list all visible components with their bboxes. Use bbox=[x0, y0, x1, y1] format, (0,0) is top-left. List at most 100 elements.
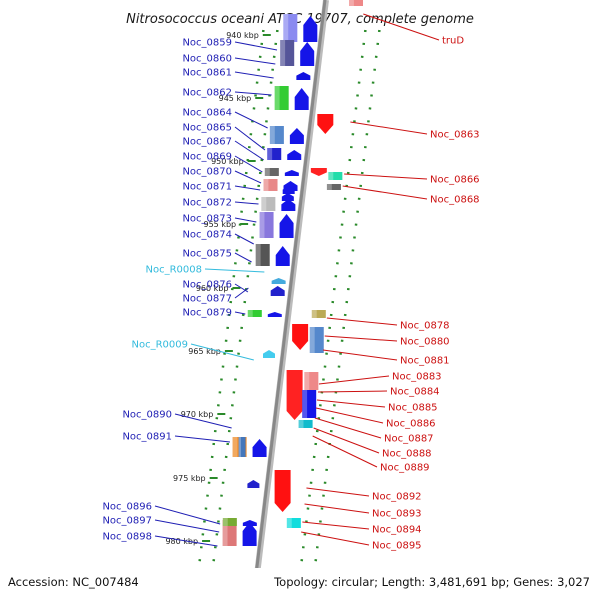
forward-gene-block-shade bbox=[280, 40, 286, 66]
forward-gene-arrow bbox=[281, 193, 294, 201]
kbp-tick-label: 940 kbp bbox=[226, 31, 259, 40]
forward-gene-block bbox=[255, 244, 270, 266]
gene-label: Noc_0890 bbox=[122, 410, 172, 421]
ruler-dotted-line bbox=[193, 29, 265, 600]
gene-leader-line bbox=[234, 140, 265, 161]
gene-label: Noc_0884 bbox=[390, 387, 440, 398]
gene-label: Noc_0866 bbox=[430, 175, 480, 186]
gene-label: Noc_0886 bbox=[386, 419, 436, 430]
forward-gene-block bbox=[264, 168, 279, 176]
kbp-tick-label: 970 kbp bbox=[181, 410, 214, 419]
forward-gene-block-shade bbox=[267, 148, 273, 160]
forward-gene-arrow bbox=[252, 439, 267, 457]
gene-leader-line bbox=[174, 413, 232, 429]
forward-gene-arrow bbox=[242, 522, 257, 546]
forward-gene-block-shade bbox=[269, 126, 275, 144]
forward-gene-arrow bbox=[270, 286, 285, 296]
forward-gene-arrow bbox=[300, 42, 315, 66]
accession-text: Accession: NC_007484 bbox=[8, 575, 139, 589]
reverse-gene-block-shade bbox=[302, 390, 308, 418]
reverse-gene-block bbox=[328, 172, 343, 180]
gene-label: truD bbox=[442, 36, 464, 47]
gene-label: Noc_0893 bbox=[372, 509, 422, 520]
forward-gene-block-shade bbox=[283, 14, 289, 42]
forward-gene-block bbox=[267, 148, 282, 160]
gene-label: Noc_0870 bbox=[182, 167, 232, 178]
gene-label: Noc_0868 bbox=[430, 195, 480, 206]
gene-leader-line bbox=[234, 126, 266, 151]
gene-leader-line bbox=[314, 417, 382, 439]
gene-leader-line bbox=[234, 57, 276, 65]
ruler-dotted-line bbox=[309, 29, 381, 600]
reverse-gene-block bbox=[304, 372, 319, 390]
gene-label: Noc_0869 bbox=[182, 152, 232, 163]
gene-label: Noc_0888 bbox=[382, 449, 432, 460]
gene-leader-line bbox=[234, 155, 263, 173]
reverse-gene-arrow bbox=[310, 168, 327, 176]
gene-label: Noc_0897 bbox=[102, 516, 152, 527]
gene-leader-line bbox=[154, 505, 221, 525]
forward-gene-block bbox=[247, 310, 262, 317]
forward-gene-block bbox=[259, 212, 274, 238]
forward-gene-arrow bbox=[279, 214, 294, 238]
gene-label: Noc_0895 bbox=[372, 541, 422, 552]
reverse-gene-block bbox=[286, 518, 301, 528]
forward-gene-arrow bbox=[294, 88, 309, 110]
reverse-gene-block-shade bbox=[328, 172, 334, 180]
kbp-tick-label: 960 kbp bbox=[196, 284, 229, 293]
forward-gene-arrow bbox=[287, 150, 302, 160]
gene-label: Noc_0878 bbox=[400, 321, 450, 332]
gene-leader-line bbox=[312, 435, 378, 468]
gene-leader-line bbox=[302, 521, 370, 530]
kbp-tick-label: 955 kbp bbox=[204, 220, 237, 229]
forward-gene-block bbox=[269, 126, 284, 144]
gene-leader-line bbox=[350, 121, 428, 135]
reverse-gene-block-shade bbox=[304, 372, 310, 390]
reverse-gene-block bbox=[298, 420, 313, 428]
kbp-tick-label: 945 kbp bbox=[219, 94, 252, 103]
topology-text: Topology: circular; Length: 3,481,691 bp… bbox=[273, 575, 590, 589]
gene-label: Noc_0896 bbox=[102, 502, 152, 513]
gene-leader-line bbox=[154, 519, 220, 533]
gene-label: Noc_0894 bbox=[372, 525, 422, 536]
reverse-gene-block bbox=[309, 327, 324, 353]
gene-leader-line bbox=[315, 407, 384, 424]
forward-gene-arrow bbox=[296, 72, 311, 80]
forward-gene-block-shade bbox=[238, 437, 242, 457]
forward-gene-block bbox=[283, 14, 298, 42]
forward-gene-arrow bbox=[271, 278, 286, 284]
gene-label: Noc_0860 bbox=[182, 54, 232, 65]
gene-label: Noc_0872 bbox=[182, 198, 232, 209]
forward-gene-block bbox=[222, 520, 237, 546]
forward-gene-block bbox=[274, 86, 289, 110]
gene-label: Noc_0861 bbox=[182, 68, 232, 79]
gene-leader-line bbox=[322, 349, 398, 361]
reverse-gene-block bbox=[349, 0, 363, 6]
forward-gene-arrow bbox=[281, 199, 296, 211]
forward-gene-arrow bbox=[282, 186, 295, 194]
gene-leader-line bbox=[234, 283, 249, 293]
gene-leader-line bbox=[318, 375, 390, 385]
forward-gene-block-shade bbox=[247, 310, 253, 317]
gene-label: Noc_0876 bbox=[182, 280, 232, 291]
forward-gene-block bbox=[261, 197, 276, 211]
gene-label: Noc_0862 bbox=[182, 88, 232, 99]
gene-label: Noc_R0008 bbox=[146, 265, 203, 276]
gene-label: Noc_0863 bbox=[430, 130, 480, 141]
gene-leader-line bbox=[234, 311, 246, 315]
gene-label: Noc_0877 bbox=[182, 294, 232, 305]
gene-leader-line bbox=[234, 170, 262, 184]
gene-label: Noc_0871 bbox=[182, 182, 232, 193]
forward-gene-block bbox=[238, 437, 246, 457]
gene-label: Noc_0875 bbox=[182, 249, 232, 260]
gene-leader-line bbox=[344, 173, 428, 180]
forward-gene-arrow bbox=[263, 350, 275, 358]
gene-label: Noc_0889 bbox=[380, 463, 430, 474]
gene-label: Noc_0873 bbox=[182, 214, 232, 225]
gene-leader-line bbox=[234, 201, 259, 205]
map-title: Nitrosococcus oceani ATCC 19707, complet… bbox=[126, 12, 474, 27]
forward-gene-arrow bbox=[247, 480, 260, 488]
forward-gene-block bbox=[280, 40, 295, 66]
